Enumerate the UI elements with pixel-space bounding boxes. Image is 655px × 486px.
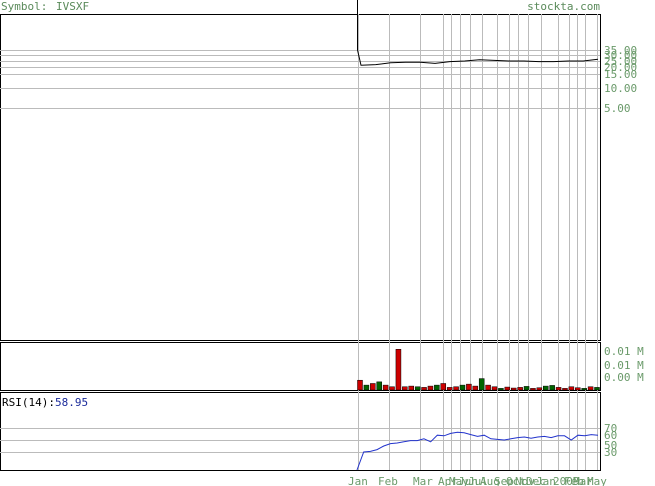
x-axis: Jan Feb Mar AprMayJunJulAugSepOctNovDecJan2…: [348, 475, 607, 486]
price-frame: [0, 14, 601, 341]
x-tick-label: Jun: [458, 475, 478, 486]
x-tick-label: Jan: [348, 475, 368, 486]
volume-bar: [575, 387, 581, 391]
rsi-tick-label: 50: [604, 439, 617, 452]
volume-bar: [421, 387, 427, 391]
x-tick-label: Nov: [515, 475, 535, 486]
symbol-label: Symbol:: [1, 0, 48, 13]
x-tick-label: Apr: [438, 475, 458, 486]
site-link[interactable]: stockta.com: [527, 0, 600, 13]
x-tick-label: Dec: [526, 475, 546, 486]
rsi-label-text: RSI(14):: [2, 396, 55, 409]
price-tick-label: 20.00: [604, 61, 637, 74]
volume-bar: [504, 386, 511, 391]
volume-bar: [594, 387, 600, 391]
volume-bar: [376, 381, 382, 391]
volume-bar: [549, 385, 555, 391]
x-tick-label: May: [587, 475, 607, 486]
volume-bar: [472, 385, 479, 391]
volume-tick-label: 0.00 M: [604, 371, 644, 384]
volume-bar: [408, 385, 414, 391]
rsi-label: RSI(14):58.95: [2, 396, 88, 410]
volume-bar: [498, 388, 504, 391]
x-tick-label: Feb: [564, 475, 584, 486]
volume-bar: [414, 386, 421, 391]
price-tick-label: 15.00: [604, 68, 637, 81]
volume-bar: [466, 383, 472, 391]
volume-bar: [434, 384, 440, 391]
x-tick-label: Mar: [573, 475, 593, 486]
volume-bar: [363, 384, 370, 391]
volume-bar: [536, 387, 543, 391]
x-tick-label: 2009: [553, 475, 580, 486]
rsi-frame: [0, 392, 601, 471]
volume-bar: [543, 385, 549, 391]
rsi-tick-label: 60: [604, 429, 617, 442]
price-tick-label: 30.00: [604, 49, 637, 62]
price-line: [357, 49, 599, 66]
volume-bar: [440, 383, 447, 391]
volume-bar: [517, 387, 523, 391]
volume-bar: [485, 384, 491, 391]
x-tick-label: Oct: [506, 475, 526, 486]
volume-bar: [587, 386, 594, 391]
volume-tick-label: 0.01 M: [604, 359, 644, 372]
volume-bar: [555, 387, 562, 391]
rsi-value: 58.95: [54, 396, 89, 409]
price-tick-label: 5.00: [604, 102, 631, 115]
x-tick-label: Aug: [480, 475, 500, 486]
volume-tick-label: 0.01 M: [604, 345, 644, 358]
volume-bar: [389, 386, 395, 391]
price-tick-label: 25.00: [604, 55, 637, 68]
rsi-tick-label: 70: [604, 422, 617, 435]
volume-bar: [562, 388, 568, 391]
volume-bar: [523, 386, 530, 391]
volume-bar: [568, 386, 575, 391]
chart-grid: [0, 14, 600, 470]
volume-bar: [357, 379, 363, 391]
volume-panel: 0.01 M0.01 M0.00 M: [357, 345, 644, 391]
volume-bar: [382, 384, 389, 391]
volume-bar: [453, 386, 459, 391]
volume-bar: [370, 383, 376, 391]
volume-bar: [530, 388, 536, 391]
volume-bar: [491, 386, 498, 391]
volume-bar: [581, 388, 587, 391]
price-tick-label: 35.00: [604, 44, 637, 57]
volume-bar: [446, 387, 453, 391]
x-tick-label: Sep: [494, 475, 514, 486]
symbol-value: IVSXF: [56, 0, 90, 13]
volume-frame: [0, 342, 601, 391]
chart-frames: [0, 14, 601, 471]
x-tick-label: May: [449, 475, 469, 486]
rsi-line: [356, 431, 599, 471]
x-tick-label: Jan: [536, 475, 556, 486]
volume-bar: [478, 378, 485, 391]
x-tick-label: Jul: [468, 475, 488, 486]
volume-bar: [402, 386, 408, 391]
rsi-tick-label: 30: [604, 446, 617, 459]
price-tick-label: 10.00: [604, 82, 637, 95]
volume-bar: [395, 349, 402, 391]
x-tick-label: Feb: [378, 475, 398, 486]
x-tick-label: Mar: [413, 475, 433, 486]
volume-bar: [510, 387, 517, 391]
volume-bar: [459, 384, 466, 391]
volume-bar: [427, 385, 434, 391]
